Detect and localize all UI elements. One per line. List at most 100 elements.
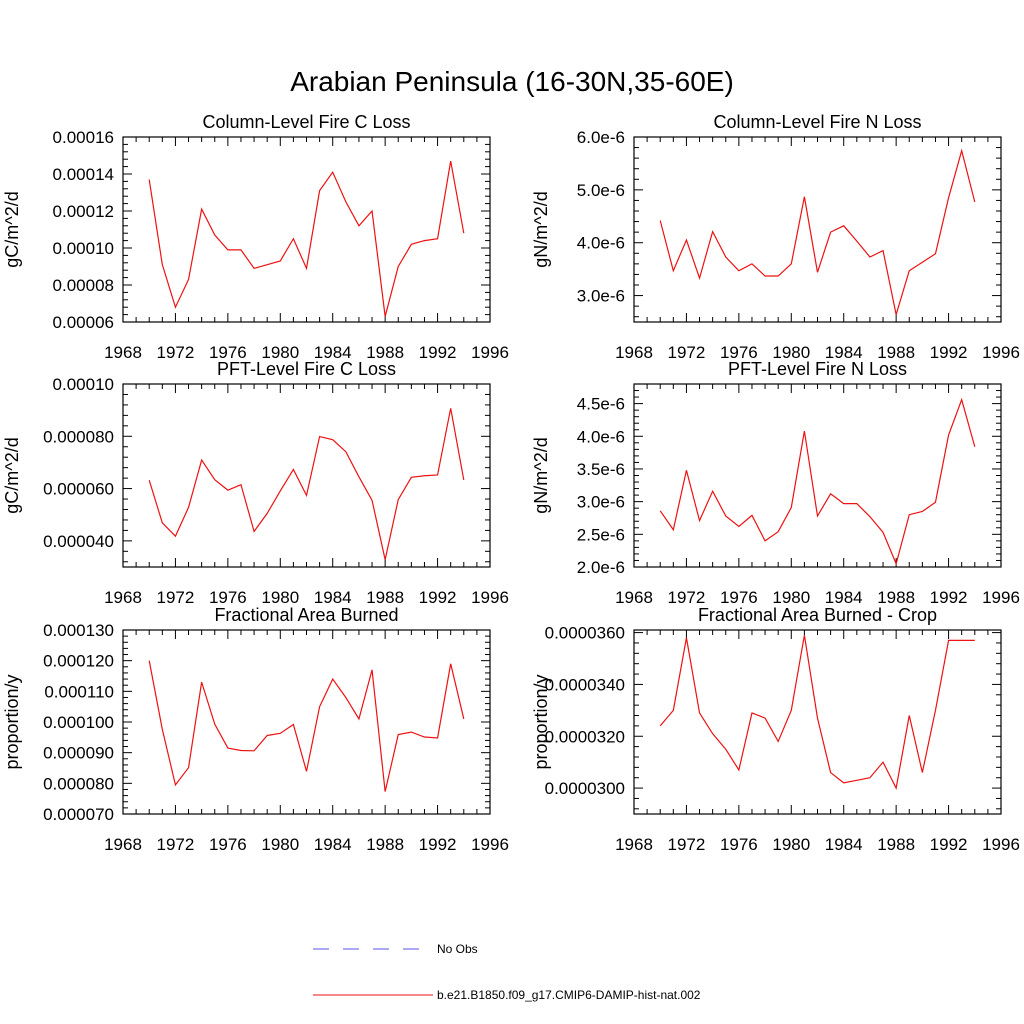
x-tick-label: 1976 (720, 835, 758, 854)
series-line (659, 635, 975, 790)
y-tick-label: 0.000110 (44, 682, 114, 701)
legend-label-no-obs: No Obs (437, 942, 478, 956)
y-tick-label: 2.5e-6 (577, 525, 625, 544)
panel-title: Fractional Area Burned - Crop (698, 605, 937, 625)
y-tick-label: 3.0e-6 (577, 493, 625, 512)
y-tick-label: 3.5e-6 (577, 460, 625, 479)
x-tick-label: 1988 (877, 343, 915, 362)
x-tick-label: 1972 (157, 588, 195, 607)
y-tick-label: 0.000070 (43, 805, 114, 824)
x-tick-label: 1988 (366, 588, 404, 607)
x-tick-label: 1980 (772, 835, 810, 854)
x-tick-label: 1988 (877, 588, 915, 607)
y-tick-label: 4.5e-6 (577, 395, 625, 414)
x-tick-label: 1996 (471, 588, 509, 607)
y-tick-label: 0.0000340 (545, 675, 625, 694)
x-tick-label: 1976 (209, 588, 247, 607)
y-tick-label: 2.0e-6 (577, 558, 625, 577)
x-tick-label: 1980 (261, 588, 299, 607)
y-tick-label: 0.000080 (43, 427, 114, 446)
chart-panel-3: 1968 1972 1976 1980 1984 1988 1992 1996 0.000040… (2, 359, 509, 607)
plot-frame (122, 136, 491, 323)
x-tick-label: 1996 (982, 835, 1020, 854)
chart-panel-4: 1968 1972 1976 1980 1984 1988 1992 1996 2.0e-6 2.… (531, 359, 1020, 607)
x-tick-label: 1968 (104, 588, 142, 607)
panels: 1968 1972 1976 1980 1984 1988 1992 1996 0.000060… (2, 112, 1020, 854)
y-tick-label: 0.00012 (53, 202, 114, 221)
panel-title: PFT-Level Fire N Loss (728, 359, 907, 379)
x-tick-label: 1988 (877, 835, 915, 854)
series-line (148, 408, 465, 560)
plot-frame (633, 383, 1002, 568)
x-tick-label: 1980 (772, 343, 810, 362)
y-tick-label: 0.00010 (53, 239, 114, 258)
y-tick-label: 4.0e-6 (577, 427, 625, 446)
x-tick-label: 1980 (772, 588, 810, 607)
x-tick-label: 1992 (930, 835, 968, 854)
x-tick-label: 1972 (157, 343, 195, 362)
y-tick-label: 0.000130 (43, 621, 114, 640)
y-axis-label: gC/m^2/d (2, 191, 22, 267)
y-tick-label: 6.0e-6 (577, 128, 625, 147)
x-tick-label: 1984 (825, 343, 863, 362)
y-axis-label: gC/m^2/d (2, 437, 22, 513)
plot-frame (122, 629, 491, 815)
plot-frame (633, 136, 1002, 323)
series-line (659, 148, 976, 315)
panel-title: PFT-Level Fire C Loss (217, 359, 396, 379)
x-tick-label: 1968 (615, 835, 653, 854)
y-tick-label: 0.0000360 (545, 624, 625, 643)
x-tick-label: 1996 (982, 343, 1020, 362)
x-tick-label: 1988 (366, 835, 404, 854)
legend: No Obs b.e21.B1850.f09_g17.CMIP6-DAMIP-h… (313, 942, 701, 1002)
y-tick-label: 0.00016 (53, 128, 114, 147)
x-tick-label: 1996 (982, 588, 1020, 607)
x-tick-label: 1984 (825, 835, 863, 854)
y-tick-label: 0.00010 (53, 375, 114, 394)
x-tick-label: 1992 (930, 588, 968, 607)
x-tick-label: 1972 (668, 343, 706, 362)
x-tick-label: 1968 (615, 343, 653, 362)
y-tick-label: 0.00014 (53, 165, 114, 184)
chart-panel-5: 1968 1972 1976 1980 1984 1988 1992 1996 0.000070… (2, 605, 509, 854)
y-tick-label: 3.0e-6 (577, 287, 625, 306)
x-tick-label: 1996 (471, 835, 509, 854)
legend-label-model-run: b.e21.B1850.f09_g17.CMIP6-DAMIP-hist-nat… (437, 988, 701, 1002)
x-tick-label: 1972 (668, 835, 706, 854)
x-tick-label: 1976 (720, 588, 758, 607)
panel-title: Fractional Area Burned (214, 605, 398, 625)
x-tick-label: 1968 (615, 588, 653, 607)
series-line (148, 160, 465, 317)
x-tick-label: 1992 (930, 343, 968, 362)
x-tick-label: 1980 (261, 343, 299, 362)
x-tick-label: 1992 (419, 588, 457, 607)
y-tick-label: 0.0000300 (545, 779, 625, 798)
x-tick-label: 1968 (104, 835, 142, 854)
x-tick-label: 1984 (825, 588, 863, 607)
x-tick-label: 1992 (419, 835, 457, 854)
chart-panel-2: 1968 1972 1976 1980 1984 1988 1992 1996 3.0e-6 4.… (531, 112, 1020, 362)
figure-title: Arabian Peninsula (16-30N,35-60E) (290, 66, 734, 97)
y-tick-label: 0.000060 (43, 480, 114, 499)
chart-panel-6: 1968 1972 1976 1980 1984 1988 1992 1996 0.000030… (531, 605, 1020, 854)
y-axis-label: proportion/y (2, 674, 22, 769)
y-tick-label: 4.0e-6 (577, 234, 625, 253)
chart-panel-1: 1968 1972 1976 1980 1984 1988 1992 1996 0.00006 0… (2, 112, 509, 362)
y-tick-label: 0.000120 (43, 652, 114, 671)
y-axis-label: gN/m^2/d (531, 191, 551, 267)
y-tick-label: 0.0000320 (545, 727, 625, 746)
y-tick-label: 0.000080 (43, 774, 114, 793)
x-tick-label: 1988 (366, 343, 404, 362)
y-axis-label: proportion/y (531, 674, 551, 769)
x-tick-label: 1976 (209, 835, 247, 854)
x-tick-label: 1984 (314, 588, 352, 607)
y-tick-label: 0.000040 (43, 532, 114, 551)
series-line (148, 660, 465, 792)
x-tick-label: 1984 (314, 343, 352, 362)
x-tick-label: 1976 (209, 343, 247, 362)
y-tick-label: 5.0e-6 (577, 181, 625, 200)
x-tick-label: 1980 (261, 835, 299, 854)
x-tick-label: 1972 (157, 835, 195, 854)
panel-title: Column-Level Fire C Loss (202, 112, 410, 132)
